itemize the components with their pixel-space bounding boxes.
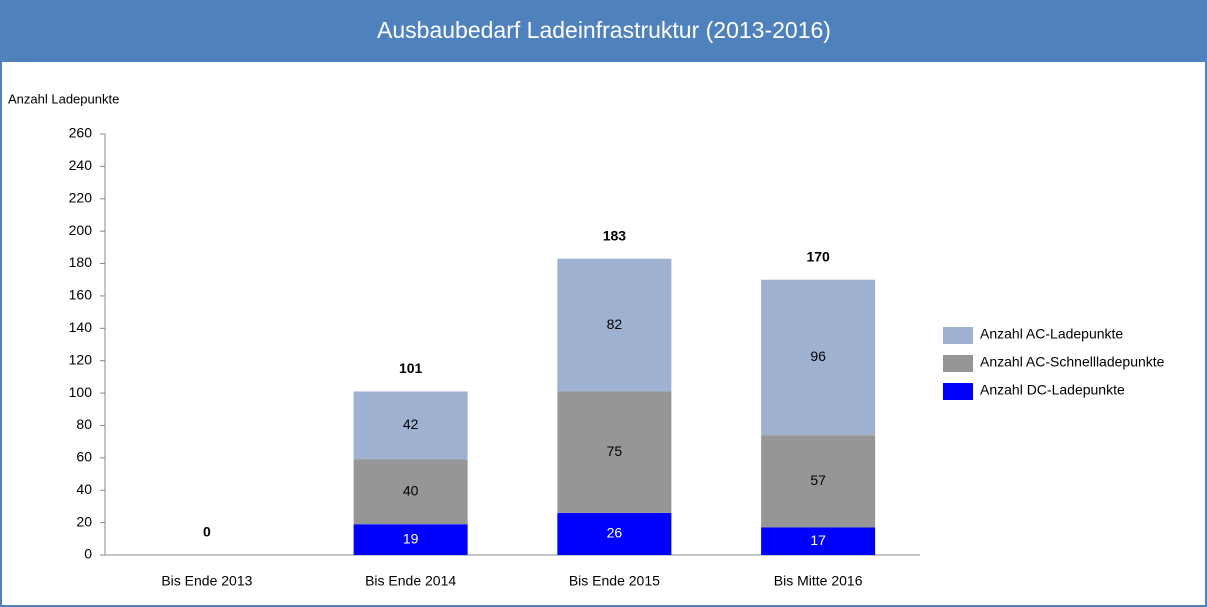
bar-segment bbox=[761, 279, 876, 436]
y-tick-label: 0 bbox=[84, 546, 92, 562]
y-tick-label: 240 bbox=[69, 157, 93, 173]
bar-segment bbox=[761, 435, 876, 528]
total-label: 183 bbox=[603, 227, 627, 243]
data-label: 82 bbox=[607, 316, 623, 332]
bar-segment bbox=[353, 524, 468, 555]
y-tick-label: 260 bbox=[69, 125, 93, 141]
data-label: 17 bbox=[810, 532, 826, 548]
total-label: 101 bbox=[399, 360, 423, 376]
bar-segment bbox=[557, 258, 672, 392]
y-tick-label: 220 bbox=[69, 189, 93, 205]
bar-segment bbox=[761, 527, 876, 555]
legend-swatch bbox=[943, 383, 973, 400]
legend-label: Anzahl AC-Ladepunkte bbox=[980, 326, 1123, 342]
legend-label: Anzahl AC-Schnellladepunkte bbox=[980, 354, 1165, 370]
y-tick-label: 180 bbox=[69, 254, 93, 270]
y-tick-label: 40 bbox=[76, 481, 92, 497]
data-label: 19 bbox=[403, 530, 419, 546]
y-tick-label: 60 bbox=[76, 449, 92, 465]
title-bar bbox=[0, 0, 1207, 62]
data-label: 57 bbox=[810, 472, 826, 488]
y-tick-label: 160 bbox=[69, 287, 93, 303]
bar-segment bbox=[353, 459, 468, 525]
total-label: 170 bbox=[806, 248, 830, 264]
y-tick-label: 20 bbox=[76, 513, 92, 529]
legend-swatch bbox=[943, 355, 973, 372]
legend-label: Anzahl DC-Ladepunkte bbox=[980, 382, 1125, 398]
y-tick-label: 140 bbox=[69, 319, 93, 335]
bar-segment bbox=[353, 391, 468, 460]
y-tick-label: 100 bbox=[69, 384, 93, 400]
x-tick-label: Bis Mitte 2016 bbox=[774, 573, 863, 589]
y-tick-label: 200 bbox=[69, 222, 93, 238]
y-tick-label: 120 bbox=[69, 351, 93, 367]
bar-segment bbox=[557, 391, 672, 513]
x-tick-label: Bis Ende 2014 bbox=[365, 573, 456, 589]
data-label: 75 bbox=[607, 443, 623, 459]
chart-title: Ausbaubedarf Ladeinfrastruktur (2013-201… bbox=[377, 17, 831, 43]
data-label: 40 bbox=[403, 483, 419, 499]
y-tick-label: 80 bbox=[76, 416, 92, 432]
data-label: 96 bbox=[810, 348, 826, 364]
y-axis-label: Anzahl Ladepunkte bbox=[8, 91, 119, 106]
x-tick-label: Bis Ende 2013 bbox=[161, 573, 252, 589]
data-label: 26 bbox=[607, 525, 623, 541]
legend-swatch bbox=[943, 327, 973, 344]
data-label: 42 bbox=[403, 416, 419, 432]
total-label: 0 bbox=[203, 524, 211, 540]
x-tick-label: Bis Ende 2015 bbox=[569, 573, 660, 589]
bar-segment bbox=[557, 512, 672, 555]
